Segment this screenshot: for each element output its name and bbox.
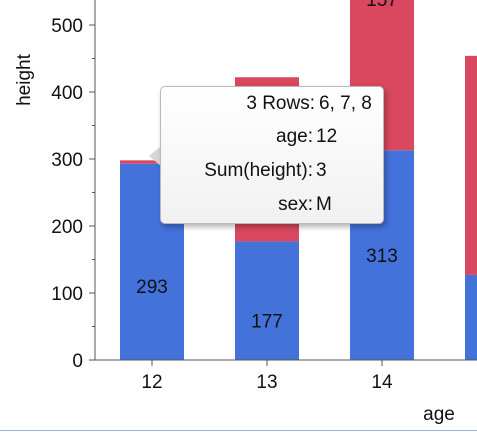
x-tick-label: 12: [141, 372, 162, 393]
x-tick-label: 13: [256, 372, 277, 393]
y-tick-label: 0: [72, 351, 83, 372]
tooltip-sum-key: Sum(height):: [204, 160, 313, 181]
data-label-14-series-2: 157: [366, 0, 398, 11]
axes-layer: 0 100 200 300 400 500 12 13 14: [51, 0, 477, 393]
x-axis-title: age: [423, 404, 455, 425]
hover-tooltip: 3 Rows: 6, 7, 8 age: 12 Sum(height): 3 s…: [160, 86, 384, 224]
data-label-13-series-1: 177: [251, 312, 283, 333]
tooltip-row-sum: Sum(height): 3: [161, 160, 385, 188]
y-tick-label: 400: [51, 83, 83, 104]
x-tick-label: 14: [371, 372, 393, 393]
tooltip-age-value: 12: [316, 126, 338, 147]
tooltip-rows-key: 3 Rows:: [246, 93, 315, 114]
bar-13-series-1[interactable]: [235, 241, 299, 360]
y-axis-title: height: [14, 53, 35, 105]
y-tick-label: 300: [51, 150, 83, 171]
y-tick-label: 500: [51, 16, 83, 37]
tooltip-row-rows: 3 Rows: 6, 7, 8: [161, 93, 385, 121]
bar-15-series-2[interactable]: [465, 55, 477, 275]
bottom-border: [0, 430, 477, 431]
data-label-12-series-1: 293: [136, 277, 168, 298]
tooltip-age-key: age:: [276, 126, 313, 147]
tooltip-sex-key: sex:: [278, 194, 313, 215]
data-label-14-series-1: 313: [366, 246, 398, 267]
bar-15-series-1[interactable]: [465, 274, 477, 360]
tooltip-sum-value: 3: [316, 160, 327, 181]
tooltip-pointer: [149, 146, 161, 166]
tooltip-rows-value: 6, 7, 8: [319, 93, 372, 114]
y-tick-label: 100: [51, 284, 83, 305]
tooltip-row-age: age: 12: [161, 126, 385, 154]
bars-layer: [120, 0, 477, 360]
labels-layer: 293 177 313 157: [136, 0, 398, 333]
tooltip-sex-value: M: [316, 194, 332, 215]
tooltip-row-sex: sex: M: [161, 194, 385, 222]
y-tick-label: 200: [51, 217, 83, 238]
